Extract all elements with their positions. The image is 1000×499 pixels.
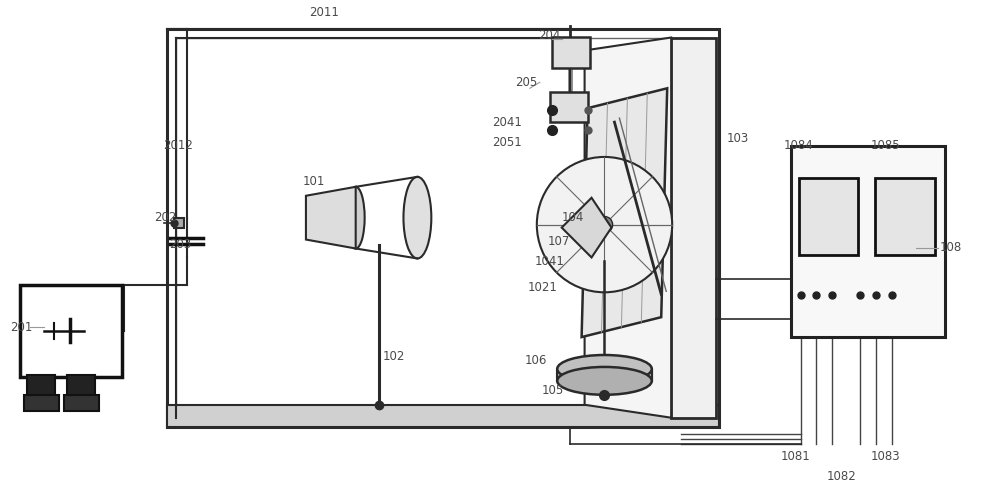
Ellipse shape (347, 187, 365, 249)
Ellipse shape (557, 367, 652, 395)
Bar (27, 375, 55, 397)
Bar (67, 375, 95, 397)
Text: 202: 202 (154, 211, 176, 224)
Bar (64, 395, 99, 411)
Text: 1041: 1041 (535, 255, 565, 268)
Text: 1081: 1081 (781, 450, 810, 463)
Bar (24, 395, 59, 411)
Text: 103: 103 (727, 132, 749, 145)
Bar (875, 178, 935, 255)
Bar (174, 218, 184, 228)
Text: 101: 101 (303, 175, 325, 188)
Bar (791, 146, 945, 337)
Bar (167, 28, 719, 427)
Text: 108: 108 (940, 241, 962, 254)
Text: 201: 201 (10, 321, 33, 334)
Text: 102: 102 (383, 350, 405, 363)
Text: 2012: 2012 (164, 139, 193, 152)
Text: 107: 107 (548, 235, 570, 248)
Text: 2011: 2011 (309, 6, 339, 19)
Text: 106: 106 (525, 354, 547, 367)
Polygon shape (557, 369, 652, 381)
Text: 205: 205 (515, 76, 537, 89)
Text: 204: 204 (538, 29, 560, 42)
Text: 105: 105 (542, 384, 564, 397)
Polygon shape (306, 187, 356, 249)
Polygon shape (582, 88, 667, 337)
Bar (20, 285, 122, 377)
Text: 2051: 2051 (492, 136, 522, 149)
Circle shape (537, 157, 672, 292)
Ellipse shape (557, 355, 652, 383)
Text: 203: 203 (170, 238, 192, 251)
Bar (550, 92, 588, 122)
Bar (799, 178, 858, 255)
Text: 2041: 2041 (492, 116, 522, 129)
Text: 1021: 1021 (528, 281, 558, 294)
Ellipse shape (403, 177, 431, 258)
Bar (167, 405, 719, 427)
Bar (176, 37, 710, 418)
Text: 1084: 1084 (784, 139, 813, 152)
Text: 104: 104 (562, 211, 584, 224)
Circle shape (596, 217, 613, 233)
Bar (552, 36, 590, 68)
Text: 1085: 1085 (870, 139, 900, 152)
Polygon shape (562, 198, 611, 257)
Polygon shape (585, 37, 671, 418)
Text: 1083: 1083 (870, 450, 900, 463)
Text: 1082: 1082 (826, 470, 856, 483)
Bar (671, 37, 716, 418)
